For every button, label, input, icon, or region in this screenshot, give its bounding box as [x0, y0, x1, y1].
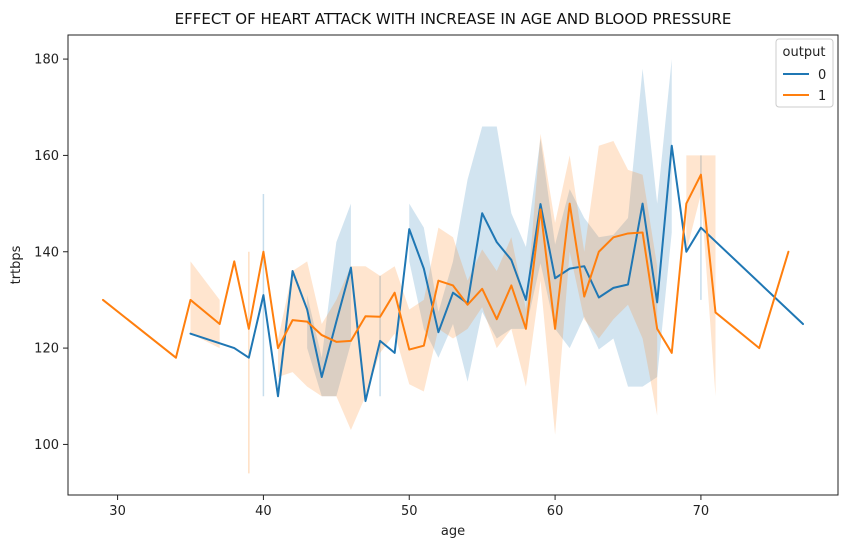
series-lines [102, 144, 804, 403]
y-tick-label: 140 [34, 245, 59, 260]
chart-title: EFFECT OF HEART ATTACK WITH INCREASE IN … [175, 10, 732, 28]
x-tick-label: 40 [255, 504, 272, 519]
x-tick-label: 60 [547, 504, 564, 519]
confidence-band-series-1-3 [686, 155, 716, 397]
x-tick-label: 30 [109, 504, 126, 519]
y-tick-label: 120 [34, 342, 59, 357]
confidence-band-series-0-3 [409, 59, 672, 387]
y-axis-label: trtbps [9, 245, 24, 284]
x-axis-label: age [441, 524, 465, 539]
x-axis-ticks: 30 40 50 60 70 [109, 495, 709, 519]
y-tick-label: 100 [34, 438, 59, 453]
x-tick-label: 70 [693, 504, 710, 519]
y-tick-label: 180 [34, 53, 59, 68]
legend: output 0 1 [775, 38, 834, 108]
confidence-band-series-1-0 [190, 261, 220, 349]
plot-area-frame [67, 34, 839, 496]
x-tick-label: 50 [401, 504, 418, 519]
y-axis-ticks: 100 120 140 160 180 [34, 53, 68, 453]
legend-label-series-0: 0 [818, 68, 826, 83]
legend-label-series-1: 1 [818, 89, 826, 104]
confidence-bands [190, 59, 716, 474]
series-line-1 [102, 173, 790, 359]
confidence-band-series-1-2 [278, 133, 658, 435]
legend-title: output [783, 45, 826, 60]
confidence-band-series-0-1 [307, 203, 351, 397]
y-tick-label: 160 [34, 149, 59, 164]
